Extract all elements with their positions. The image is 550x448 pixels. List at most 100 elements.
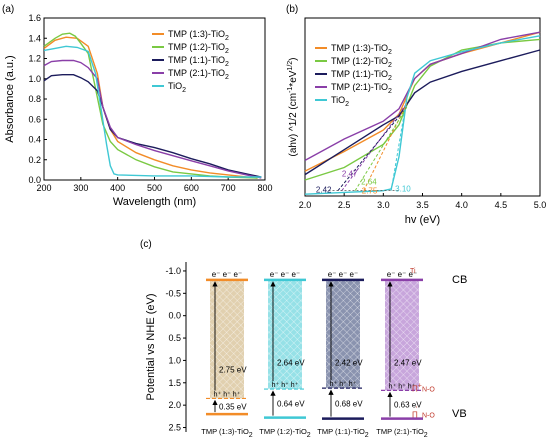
label-part: 1/2 bbox=[287, 61, 294, 71]
legend-label: TiO2 bbox=[331, 95, 349, 108]
series-line bbox=[304, 31, 541, 162]
x-tick-label: 4.0 bbox=[455, 200, 468, 210]
x-tick-label: 300 bbox=[73, 183, 88, 193]
band-gap-hatch bbox=[268, 279, 302, 390]
panel-c: (c) -1.0 -0.5 0.0 0.5 1.0 1.5 2.0 2.5 Potential v… bbox=[140, 239, 467, 439]
y-axis-label: Absorbance (a.u.) bbox=[4, 55, 16, 142]
band-diagram: e⁻ e⁻ e⁻ h⁺ h⁺ h⁺ 2.47 eV 0.63 eV TMP (2:1)-… bbox=[376, 270, 428, 439]
panel-label: (a) bbox=[2, 4, 14, 15]
sample-label: TMP (2:1)-TiO2 bbox=[376, 427, 428, 439]
ti-label: Ti bbox=[410, 268, 416, 275]
x-tick-label: 4.5 bbox=[495, 200, 508, 210]
y-tick-label: 1.2 bbox=[28, 54, 41, 64]
label-part: Π bbox=[412, 385, 418, 394]
gap-label: 2.42 eV bbox=[335, 359, 363, 368]
panel-label: (b) bbox=[286, 4, 298, 15]
y-tick-label: 1.6 bbox=[28, 13, 41, 23]
legend-label: TMP (2:1)-TiO2 bbox=[168, 68, 229, 81]
label-part: *eV bbox=[288, 70, 299, 86]
x-axis-label: hv (eV) bbox=[405, 214, 440, 226]
legend-label: TMP (1:2)-TiO2 bbox=[331, 56, 392, 69]
y-axis-label: (ahv) ^1/2 (cm-1*eV1/2) bbox=[287, 57, 299, 156]
shift-label: 0.64 eV bbox=[277, 399, 305, 408]
band-diagram: e⁻ e⁻ e⁻ h⁺ h⁺ h⁺ 2.75 eV 0.35 eV TMP (1:3)-… bbox=[201, 270, 253, 439]
panel-b: (b) 2.0 2.5 3.0 3.5 4.0 4.5 5.0 hv (eV) (ahv) ^1/… bbox=[286, 4, 546, 226]
y-tick-label: 1.0 bbox=[168, 355, 181, 365]
series-line bbox=[304, 49, 541, 176]
y-tick-label: 0.2 bbox=[28, 155, 41, 165]
label-part: 2 bbox=[388, 49, 392, 56]
gap-label: 2.75 eV bbox=[219, 365, 247, 374]
y-tick-label: 0.6 bbox=[28, 114, 41, 124]
label-part: 2 bbox=[388, 88, 392, 95]
electron-label: e⁻ e⁻ e⁻ bbox=[387, 270, 417, 279]
y-tick-label: 1.4 bbox=[28, 33, 41, 43]
band-diagram: e⁻ e⁻ e⁻ h⁺ h⁺ h⁺ 2.42 eV 0.68 eV TMP (1:1)-… bbox=[317, 270, 369, 439]
legend-label: TMP (1:3)-TiO2 bbox=[331, 43, 392, 56]
label-part: TMP (1:2)-TiO bbox=[259, 427, 307, 436]
hole-label: h⁺ h⁺ h⁺ bbox=[272, 382, 299, 389]
y-tick-label: 2.0 bbox=[168, 400, 181, 410]
label-part: 2 bbox=[424, 432, 428, 439]
y-tick-label: 0.4 bbox=[28, 135, 41, 145]
cation-symbol: Π+ bbox=[412, 383, 422, 394]
nitroxide-cation-label: N-O bbox=[422, 387, 435, 394]
cb-label: CB bbox=[452, 274, 467, 286]
label-part: 2 bbox=[182, 87, 186, 94]
y-tick-label: 0.5 bbox=[168, 333, 181, 343]
x-tick-label: 500 bbox=[147, 183, 162, 193]
label-part: TMP (1:1)-TiO bbox=[168, 55, 225, 65]
label-part: -1 bbox=[287, 87, 294, 93]
band-gap-hatch bbox=[326, 279, 360, 389]
gap-label: 2.64 eV bbox=[277, 359, 305, 368]
series-line bbox=[304, 35, 541, 195]
y-tick-label: 1.0 bbox=[28, 74, 41, 84]
label-part: 2 bbox=[365, 432, 369, 439]
label-part: ) bbox=[288, 57, 299, 60]
legend-label: TMP (1:2)-TiO2 bbox=[168, 42, 229, 55]
intercept-label: 3.10 bbox=[395, 185, 411, 194]
tangent-line bbox=[354, 106, 408, 191]
y-tick-label: 0.8 bbox=[28, 94, 41, 104]
electron-label: e⁻ e⁻ e⁻ bbox=[270, 270, 300, 279]
label-part: TMP (1:2)-TiO bbox=[168, 42, 225, 52]
intercept-label: 2.75 bbox=[362, 187, 378, 196]
plot-frame bbox=[43, 17, 266, 181]
x-tick-label: 3.0 bbox=[377, 200, 390, 210]
x-tick-label: 200 bbox=[36, 183, 51, 193]
shift-label: 0.35 eV bbox=[219, 402, 247, 411]
label-part: + bbox=[418, 383, 422, 390]
tangent-line bbox=[337, 106, 408, 191]
label-part: TiO bbox=[331, 95, 345, 105]
x-tick-label: 600 bbox=[184, 183, 199, 193]
label-part: 2 bbox=[249, 432, 253, 439]
x-tick-label: 2.5 bbox=[338, 200, 351, 210]
label-part: TMP (2:1)-TiO bbox=[331, 82, 388, 92]
label-part: 2 bbox=[345, 101, 349, 108]
label-part: TMP (1:3)-TiO bbox=[331, 43, 388, 53]
label-part: TiO bbox=[168, 81, 182, 91]
y-tick-label: 0.0 bbox=[28, 175, 41, 185]
hole-label: h⁺ h⁺ h⁺ bbox=[330, 381, 357, 388]
electron-label: e⁻ e⁻ e⁻ bbox=[212, 270, 242, 279]
tangent-line bbox=[390, 98, 408, 191]
y-axis-label: Potential vs NHE (eV) bbox=[145, 294, 157, 401]
shift-label: 0.63 eV bbox=[394, 400, 422, 409]
label-part: 2 bbox=[225, 74, 229, 81]
label-part: 2 bbox=[307, 432, 311, 439]
gap-label: 2.47 eV bbox=[394, 359, 422, 368]
series-line bbox=[43, 59, 262, 179]
label-part: 2 bbox=[388, 75, 392, 82]
x-tick-label: 400 bbox=[110, 183, 125, 193]
label-part: 2 bbox=[225, 61, 229, 68]
nitroxide-label: N-O bbox=[422, 413, 435, 420]
label-part: TMP (1:3)-TiO bbox=[168, 29, 225, 39]
legend-label: TMP (1:1)-TiO2 bbox=[331, 69, 392, 82]
vb-label: VB bbox=[452, 408, 467, 420]
hole-label: h⁺ h⁺ h⁺ bbox=[214, 391, 241, 398]
band-gap-hatch bbox=[385, 279, 419, 391]
electron-label: e⁻ e⁻ e⁻ bbox=[328, 270, 358, 279]
label-part: TMP (2:1)-TiO bbox=[376, 427, 424, 436]
